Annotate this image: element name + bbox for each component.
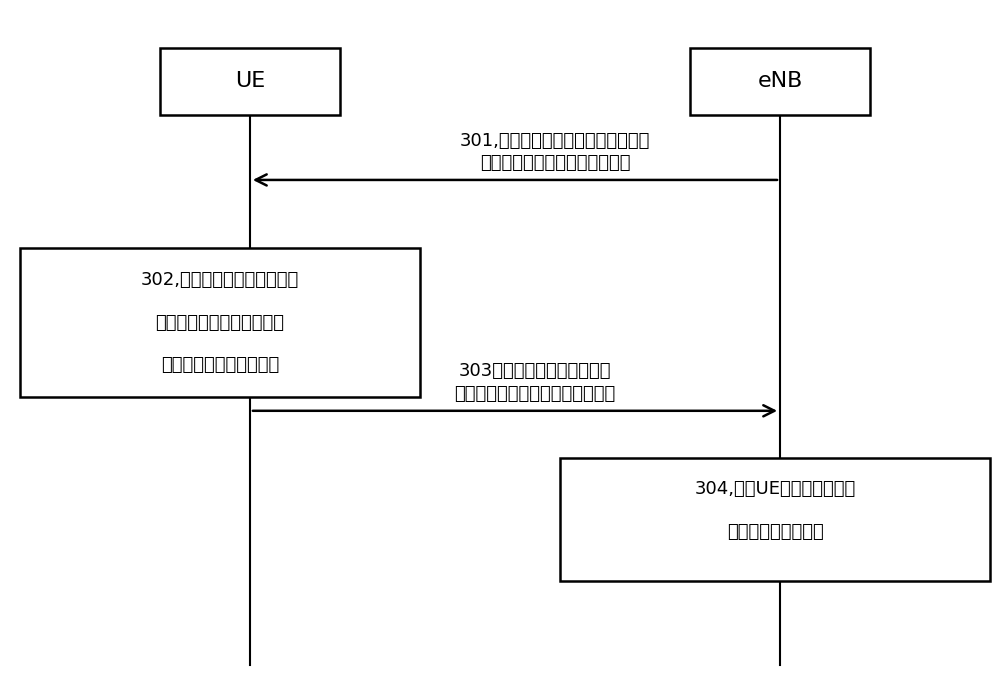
Text: 数分别对测量到的各邻区的: 数分别对测量到的各邻区的 [156, 314, 285, 331]
Bar [690, 48, 870, 115]
Text: eNB: eNB [757, 71, 803, 92]
Text: 301,下发测量控制消息，携带第一上: 301,下发测量控制消息，携带第一上 [460, 132, 650, 149]
Text: 信号质量值进行滤波处理: 信号质量值进行滤波处理 [161, 356, 279, 373]
Bar [20, 248, 420, 397]
Text: 302,根据各邻区对应的滤波系: 302,根据各邻区对应的滤波系 [141, 272, 299, 289]
Text: 304,根据UE上报的信号质量: 304,根据UE上报的信号质量 [694, 480, 856, 498]
Text: UE: UE [235, 71, 265, 92]
Text: 值进行小区切换判决: 值进行小区切换判决 [727, 523, 823, 540]
Text: 的邻区对应的滤波后的信号质量值: 的邻区对应的滤波后的信号质量值 [454, 385, 616, 403]
Bar [160, 48, 340, 115]
Text: 报门限和各邻区对应的滤波系数: 报门限和各邻区对应的滤波系数 [480, 154, 630, 172]
Text: 303，上报满足第一上报门限: 303，上报满足第一上报门限 [459, 363, 611, 380]
Bar [560, 458, 990, 581]
